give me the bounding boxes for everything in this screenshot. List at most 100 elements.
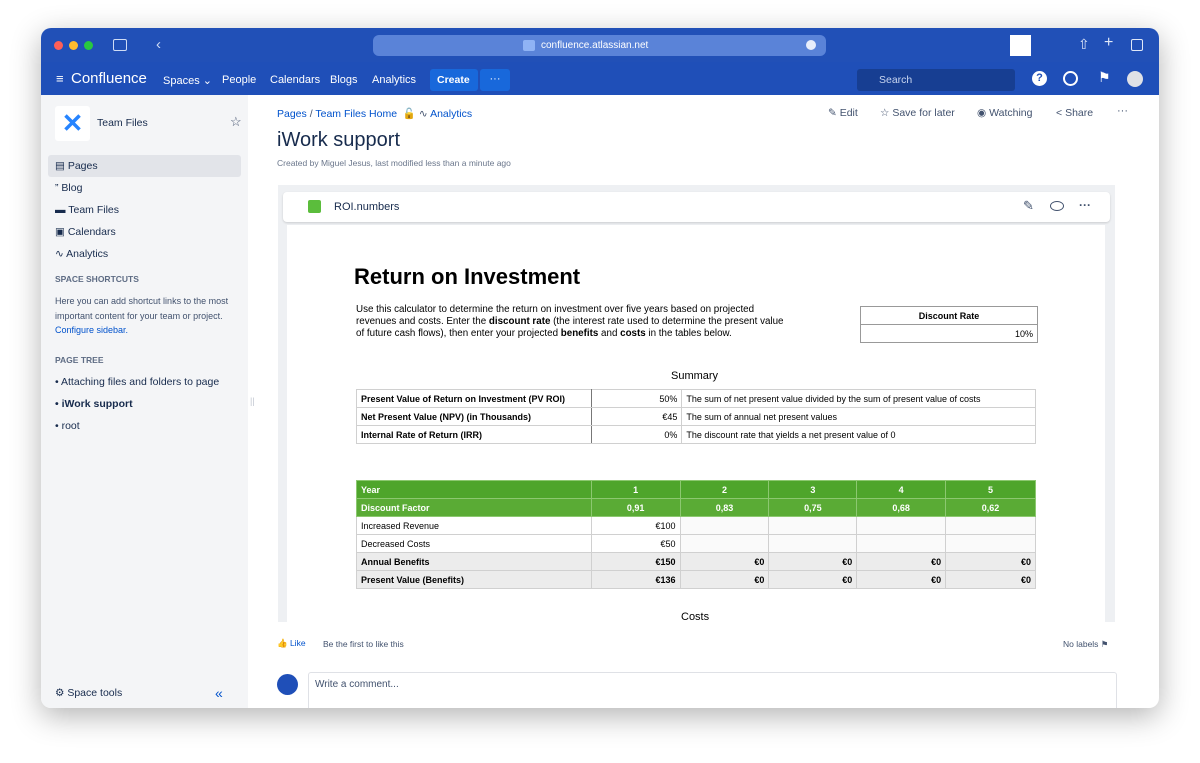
- share-icon[interactable]: ⇧: [1078, 36, 1090, 52]
- zoom-button[interactable]: [84, 41, 93, 50]
- edit-file[interactable]: ✎: [1023, 198, 1034, 213]
- preview-file[interactable]: [1050, 201, 1064, 211]
- benefits-cell[interactable]: €100: [590, 516, 681, 535]
- profile-square[interactable]: [1010, 35, 1031, 56]
- benefits-cell[interactable]: [856, 516, 947, 535]
- filename: ROI.numbers: [334, 201, 400, 213]
- create-button[interactable]: [430, 69, 478, 91]
- benefits-cell[interactable]: [768, 534, 858, 553]
- doc-heading: Return on Investment: [354, 264, 581, 289]
- search-box[interactable]: [857, 69, 1015, 91]
- benefits-cell[interactable]: [945, 516, 1036, 535]
- help-icon[interactable]: ?: [1032, 71, 1047, 86]
- tree-item[interactable]: • root: [55, 420, 80, 432]
- summary-cell: The sum of annual net present values: [681, 407, 1036, 426]
- benefits-cell: 0,75: [768, 498, 858, 517]
- space-tools-label: Space tools: [67, 687, 123, 699]
- summary-title: Summary: [671, 370, 719, 382]
- discount-value[interactable]: 10%: [860, 324, 1038, 343]
- back-button[interactable]: ‹: [156, 36, 161, 53]
- benefits-cell: Annual Benefits: [356, 552, 592, 571]
- page-action[interactable]: ☆ Save for later: [880, 107, 955, 119]
- more-button[interactable]: ···: [480, 69, 510, 91]
- intro-bold: discount rate: [488, 316, 551, 327]
- page-action[interactable]: < Share: [1056, 107, 1094, 119]
- extension-icon[interactable]: [806, 40, 816, 50]
- benefits-cell[interactable]: [768, 516, 858, 535]
- benefits-cell: 4: [856, 480, 947, 499]
- sidebar-toggle[interactable]: [113, 39, 127, 51]
- benefits-cell: €0: [679, 552, 770, 571]
- summary-cell: 0%: [590, 425, 683, 444]
- nav-item[interactable]: Blogs: [330, 74, 358, 86]
- summary-table: Present Value of Return on Investment (P…: [356, 389, 1036, 444]
- nav-item[interactable]: Analytics: [372, 74, 417, 86]
- page-title: iWork support: [277, 129, 401, 151]
- space-logo: ✕: [55, 106, 90, 141]
- avatar[interactable]: [1127, 71, 1143, 87]
- sidebar-item[interactable]: ▤ Pages: [55, 160, 98, 172]
- sidebar-item-label: Team Files: [68, 204, 119, 216]
- benefits-row: Annual Benefits €150 €0 €0 €0 €0: [356, 552, 1036, 571]
- sidebar-item-label: Blog: [61, 182, 83, 194]
- nav-item[interactable]: Calendars: [270, 74, 321, 86]
- new-tab[interactable]: +: [1104, 34, 1114, 51]
- benefits-cell: 5: [945, 480, 1036, 499]
- numbers-icon: [308, 200, 321, 213]
- close-button[interactable]: [54, 41, 63, 50]
- benefits-cell[interactable]: [945, 534, 1036, 553]
- page-action[interactable]: ◉ Watching: [977, 107, 1033, 119]
- tree-item[interactable]: • Attaching files and folders to page: [55, 376, 220, 388]
- intro-text: in the tables below.: [645, 328, 732, 339]
- space-tools[interactable]: ⚙ Space tools: [55, 687, 123, 699]
- summary-cell: The discount rate that yields a net pres…: [681, 425, 1036, 444]
- resize-handle[interactable]: ||: [250, 396, 255, 406]
- nav-item[interactable]: People: [222, 74, 257, 86]
- page-more[interactable]: ···: [1117, 105, 1128, 117]
- space-name[interactable]: Team Files: [97, 117, 148, 129]
- breadcrumb[interactable]: Analytics: [430, 108, 473, 120]
- benefits-cell: 0,83: [679, 498, 770, 517]
- selected-item-bg: [48, 155, 241, 177]
- benefits-cell: €0: [768, 570, 858, 589]
- comment-box[interactable]: [308, 672, 1117, 708]
- benefits-cell: €150: [590, 552, 681, 571]
- tabs-icon[interactable]: [1131, 39, 1143, 51]
- file-more[interactable]: ···: [1079, 198, 1091, 212]
- sidebar-item[interactable]: ” Blog: [55, 182, 83, 194]
- intro-text: (the interest rate used to determine the…: [356, 316, 784, 339]
- like-button[interactable]: 👍 Like: [277, 638, 306, 648]
- logo[interactable]: Confluence: [71, 70, 147, 87]
- benefits-cell[interactable]: [679, 516, 770, 535]
- benefits-cell: Decreased Costs: [356, 534, 592, 553]
- summary-row: Net Present Value (NPV) (in Thousands) €4…: [356, 407, 1036, 426]
- search-placeholder: Search: [879, 74, 913, 86]
- nav-item[interactable]: Spaces ⌄: [163, 75, 212, 87]
- settings-icon[interactable]: [1063, 71, 1078, 86]
- benefits-cell[interactable]: [856, 534, 947, 553]
- benefits-cell: €0: [679, 570, 770, 589]
- labels[interactable]: No labels ⚑: [1063, 639, 1109, 649]
- notifications-icon[interactable]: ⚑: [1098, 69, 1111, 85]
- benefits-cell[interactable]: €50: [590, 534, 681, 553]
- configure-link[interactable]: Configure sidebar.: [55, 325, 129, 335]
- shortcuts-heading: SPACE SHORTCUTS: [55, 274, 139, 284]
- tree-item[interactable]: • iWork support: [55, 398, 133, 410]
- sidebar-item[interactable]: ▣ Calendars: [55, 226, 116, 238]
- summary-cell: 50%: [590, 389, 683, 408]
- benefits-cell: €136: [590, 570, 681, 589]
- benefits-cell: 0,68: [856, 498, 947, 517]
- sidebar-item[interactable]: ▬ Team Files: [55, 204, 119, 216]
- benefits-cell[interactable]: [679, 534, 770, 553]
- benefits-cell: €0: [945, 570, 1036, 589]
- star-icon[interactable]: ☆: [230, 114, 242, 129]
- url-bar[interactable]: [373, 35, 826, 56]
- minimize-button[interactable]: [69, 41, 78, 50]
- labels-text: No labels: [1063, 639, 1099, 649]
- sidebar-item[interactable]: ∿ Analytics: [55, 248, 109, 260]
- breadcrumb[interactable]: Team Files Home: [315, 108, 398, 120]
- page-action[interactable]: ✎ Edit: [828, 107, 858, 119]
- benefits-cell: Increased Revenue: [356, 516, 592, 535]
- collapse-sidebar[interactable]: «: [215, 685, 223, 701]
- breadcrumb[interactable]: Pages: [277, 108, 307, 120]
